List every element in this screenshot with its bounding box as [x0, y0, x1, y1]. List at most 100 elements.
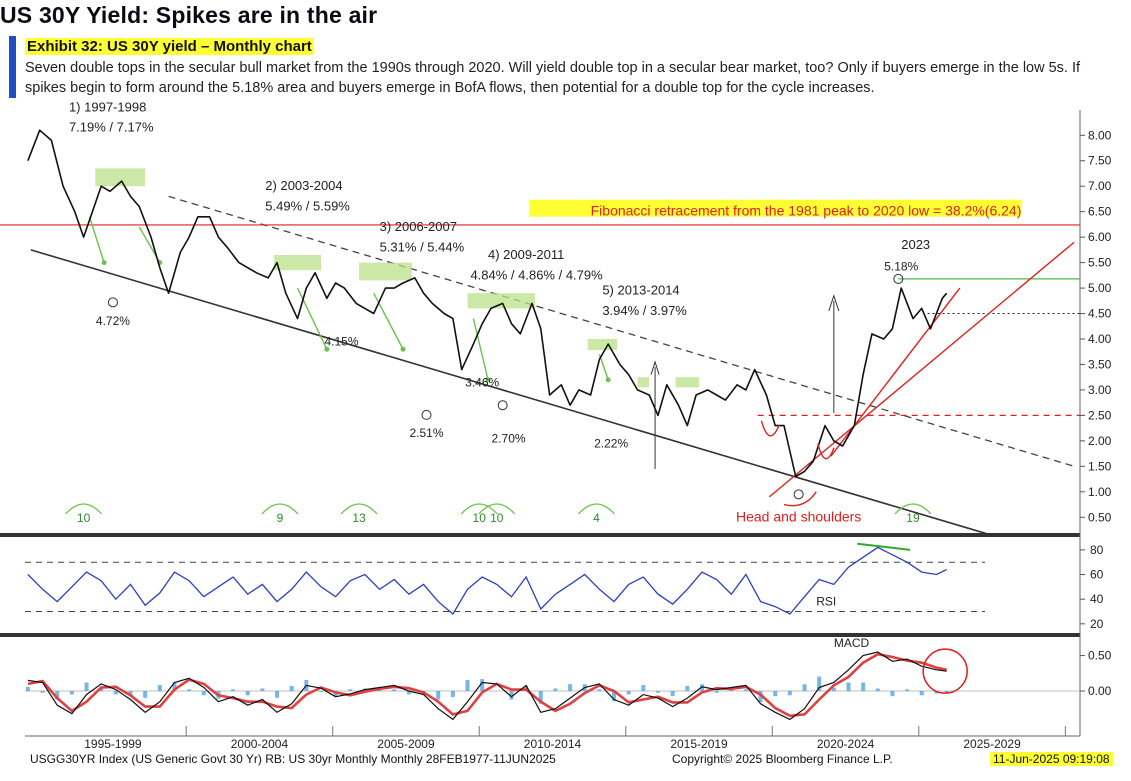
green-arrow-6: [598, 354, 609, 380]
annotation-4: 5.49% / 5.59%: [265, 199, 350, 214]
footer-timestamp: 11-Jun-2025 09:19:08: [990, 752, 1113, 766]
macd-line: [27, 651, 947, 721]
rsi-label: RSI: [816, 594, 836, 608]
annotation-14: 4.15%: [324, 335, 358, 349]
cycle-count-5: 10: [490, 511, 504, 525]
rsi-line: [27, 546, 947, 615]
macd-histogram-bar: [817, 676, 822, 692]
cycle-arc-1: [65, 503, 103, 515]
cycle-arc-2: [261, 503, 299, 515]
price-ytick-label-8: 4.50: [1088, 307, 1112, 321]
macd-histogram-bar: [465, 679, 470, 692]
annotation-2: 7.19% / 7.17%: [69, 120, 154, 135]
rsi-ytick-label-3: 40: [1090, 592, 1104, 606]
macd-histogram-bar: [787, 691, 792, 696]
macd-histogram-bar: [480, 679, 485, 692]
xaxis-period-label-7: 2025-2029: [963, 737, 1021, 751]
macd-histogram-bar: [875, 688, 880, 692]
green-arrow-tip-6: [605, 377, 611, 383]
page-title: US 30Y Yield: Spikes are in the air: [0, 2, 378, 28]
macd-histogram-bar: [172, 682, 177, 692]
annotation-13: 4.72%: [96, 314, 130, 328]
double-top-box-5: [587, 339, 617, 351]
price-ytick-label-5: 6.00: [1088, 230, 1112, 244]
macd-histogram-bar: [846, 682, 851, 692]
xaxis-period-label-5: 2015-2019: [670, 737, 728, 751]
macd-histogram-bar: [275, 691, 280, 698]
macd-histogram-bar: [436, 691, 441, 700]
macd-histogram-bar: [944, 691, 949, 693]
yield-price-line: [27, 129, 948, 478]
cycle-arc-4: [460, 503, 498, 515]
shoulder-arc-1: [760, 420, 781, 437]
macd-histogram-bar: [699, 684, 704, 692]
exhibit-accent-bar: [9, 36, 16, 98]
price-ytick-label-7: 5.00: [1088, 281, 1112, 295]
upper-dashed-trendline: [168, 195, 1075, 467]
price-ytick-label-10: 3.50: [1088, 357, 1112, 371]
macd-histogram-bar: [597, 689, 602, 692]
macd-histogram-bar: [245, 691, 250, 696]
xaxis-period-label-6: 2020-2024: [817, 737, 875, 751]
chart-subtitle: Seven double tops in the secular bull ma…: [25, 60, 1081, 96]
macd-histogram-bar: [905, 689, 910, 692]
price-ytick-label-15: 1.00: [1088, 485, 1112, 499]
rsi-divergence-line: [857, 542, 911, 551]
price-ytick-label-6: 5.50: [1088, 256, 1112, 270]
cycle-arc-7: [894, 503, 932, 515]
macd-histogram-bar: [553, 688, 558, 692]
macd-histogram-bar: [802, 684, 807, 692]
macd-ytick-label-2: 0.00: [1088, 684, 1112, 698]
price-ytick-label-14: 1.50: [1088, 459, 1112, 473]
marker-circle-3: [497, 400, 508, 411]
price-ytick-label-16: 0.50: [1088, 510, 1112, 524]
macd-ytick-label-1: 0.50: [1088, 649, 1112, 663]
cycle-count-3: 13: [352, 511, 366, 525]
macd-histogram-bar: [392, 689, 397, 692]
macd-histogram-bar: [318, 691, 323, 692]
macd-histogram-bar: [626, 691, 631, 695]
lower-trendline: [30, 249, 987, 535]
rsi-ytick-label-2: 60: [1090, 568, 1104, 582]
macd-histogram-bar: [406, 691, 411, 695]
cycle-count-1: 10: [77, 511, 91, 525]
annotation-1: 1) 1997-1998: [69, 100, 146, 114]
xaxis-period-label-4: 2010-2014: [524, 737, 582, 751]
annotation-3: 2) 2003-2004: [265, 178, 342, 193]
annotation-17: 2.70%: [492, 431, 526, 445]
double-top-box-7: [675, 377, 700, 388]
yield-chart: 1) 1997-1998 7.19% / 7.17% 2) 2003-2004 5.4…: [0, 100, 1112, 751]
macd-histogram-bar: [714, 691, 719, 693]
macd-histogram-bar: [670, 691, 675, 697]
price-ytick-label-1: 8.00: [1088, 128, 1112, 142]
marker-circle-1: [107, 297, 118, 308]
macd-histogram-bar: [289, 685, 294, 692]
green-arrow-3: [296, 287, 328, 350]
panel-divider-macd: [0, 633, 1080, 637]
macd-signal-line: [27, 652, 947, 718]
macd-histogram-bar: [743, 689, 748, 692]
macd-histogram-bar: [861, 682, 866, 692]
annotation-6: 5.31% / 5.44%: [380, 239, 465, 254]
price-ytick-label-11: 3.00: [1088, 383, 1112, 397]
macd-histogram-bar: [538, 691, 543, 704]
macd-histogram-bar: [568, 684, 573, 692]
annotation-10: 3.94% / 3.97%: [602, 303, 687, 318]
macd-histogram-bar: [128, 691, 133, 697]
macd-histogram-bar: [685, 685, 690, 692]
price-ytick-label-4: 6.50: [1088, 205, 1112, 219]
xaxis-period-label-2: 2000-2004: [231, 737, 289, 751]
price-ytick-label-12: 2.50: [1088, 408, 1112, 422]
cycle-arc-3: [340, 503, 378, 515]
price-ytick-label-13: 2.00: [1088, 434, 1112, 448]
macd-histogram-bar: [231, 689, 236, 692]
macd-histogram-bar: [450, 691, 455, 697]
cycle-count-7: 19: [906, 511, 920, 525]
macd-histogram-bar: [55, 691, 60, 700]
macd-histogram-bar: [612, 691, 617, 702]
green-arrow-1: [88, 216, 105, 263]
annotation-8: 4.84% / 4.86% / 4.79%: [470, 267, 603, 282]
rsi-ytick-label-1: 80: [1090, 543, 1104, 557]
price-ytick-label-2: 7.50: [1088, 154, 1112, 168]
macd-histogram-bar: [919, 691, 924, 696]
